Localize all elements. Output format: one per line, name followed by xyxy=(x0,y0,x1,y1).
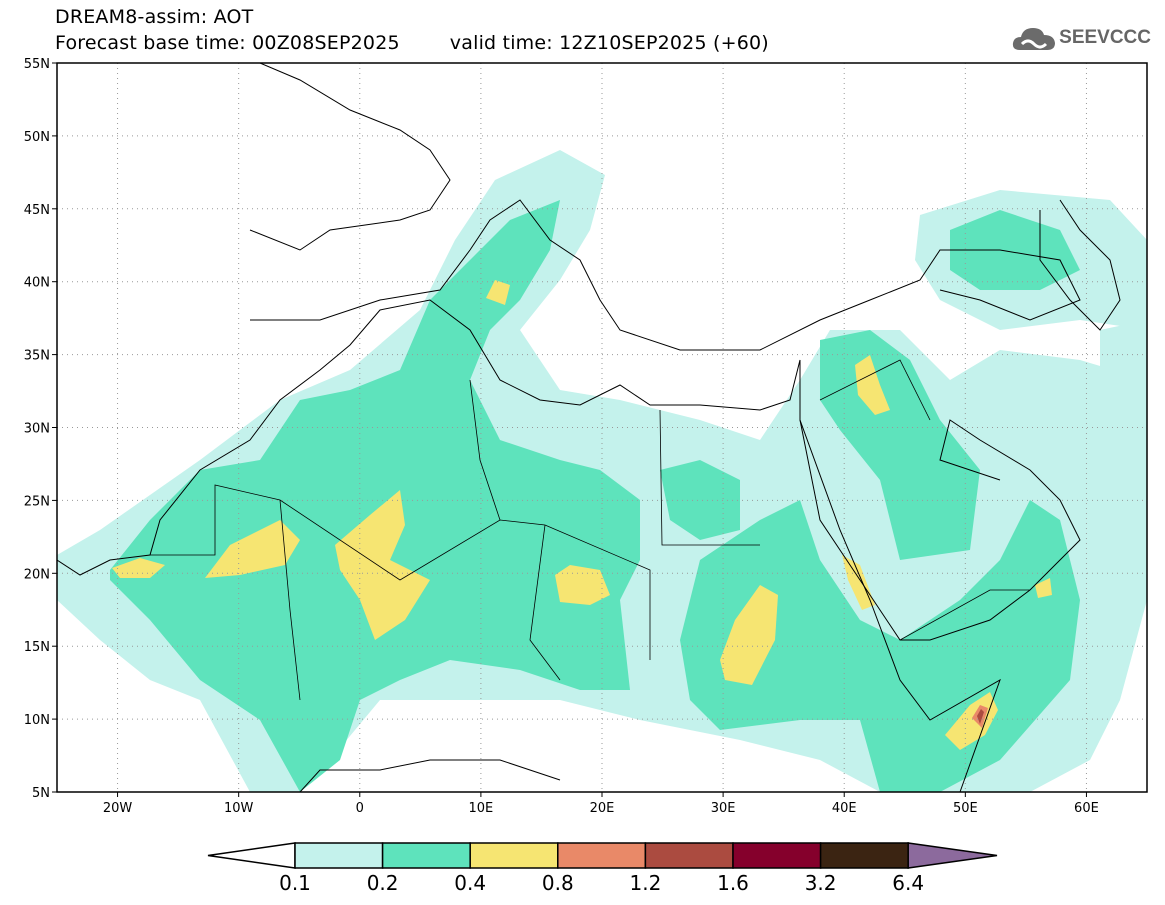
lon-tick-label: 20E xyxy=(590,801,615,816)
colorbar-label: 6.4 xyxy=(892,871,924,895)
lon-tick-label: 30E xyxy=(711,801,736,816)
colorbar-label: 1.6 xyxy=(717,871,749,895)
colorbar-under-triangle xyxy=(207,842,296,869)
colorbar-swatch xyxy=(644,842,734,869)
aot-level-1.2 xyxy=(977,709,984,724)
axis-ticks: 55N 50N 45N 40N 35N 30N 25N 20N 15N 10N 5N 20W 10W 0 1… xyxy=(24,57,1099,816)
aot-field xyxy=(57,150,1147,792)
lon-tick-label: 0 xyxy=(356,801,364,816)
colorbar: 0.1 0.2 0.4 0.8 1.2 1.6 3.2 6.4 xyxy=(207,842,998,895)
colorbar-over-triangle xyxy=(907,842,998,869)
base-time: Forecast base time: 00Z08SEP2025 xyxy=(55,32,400,54)
lon-tick-label: 20W xyxy=(103,801,133,816)
lat-tick-label: 45N xyxy=(24,203,50,218)
aot-level-0.4 xyxy=(112,280,1052,750)
map-title: DREAM8-assim: AOT xyxy=(55,6,254,28)
colorbar-swatch xyxy=(557,842,647,869)
logo-text: SEEVCCC xyxy=(1059,27,1151,48)
lat-tick-label: 40N xyxy=(24,276,50,291)
colorbar-swatch xyxy=(732,842,822,869)
lat-tick-label: 5N xyxy=(32,786,50,801)
colorbar-swatch xyxy=(381,842,471,869)
lat-tick-label: 35N xyxy=(24,349,50,364)
lat-tick-label: 25N xyxy=(24,494,50,509)
colorbar-swatch xyxy=(819,842,909,869)
country-borders xyxy=(150,359,1030,701)
lat-tick-label: 55N xyxy=(24,57,50,72)
lat-tick-label: 50N xyxy=(24,130,50,145)
colorbar-swatch xyxy=(294,842,384,869)
lon-tick-label: 40E xyxy=(832,801,857,816)
colorbar-swatch xyxy=(469,842,559,869)
lat-tick-label: 20N xyxy=(24,567,50,582)
lon-tick-label: 60E xyxy=(1074,801,1099,816)
lon-tick-label: 10E xyxy=(469,801,494,816)
colorbar-label: 3.2 xyxy=(805,871,837,895)
colorbar-label: 1.2 xyxy=(629,871,661,895)
seevccc-logo: SEEVCCC xyxy=(1012,24,1151,52)
colorbar-label: 0.4 xyxy=(454,871,486,895)
colorbar-label: 0.8 xyxy=(542,871,574,895)
coastlines xyxy=(57,63,1121,792)
cloud-icon xyxy=(1013,28,1056,50)
lon-tick-label: 50E xyxy=(953,801,978,816)
lat-tick-label: 10N xyxy=(24,713,50,728)
colorbar-label: 0.2 xyxy=(367,871,399,895)
lat-tick-label: 15N xyxy=(24,640,50,655)
valid-time: valid time: 12Z10SEP2025 (+60) xyxy=(449,32,769,54)
lon-tick-label: 10W xyxy=(224,801,254,816)
lat-tick-label: 30N xyxy=(24,422,50,437)
map-subtitle: Forecast base time: 00Z08SEP2025 valid ti… xyxy=(55,32,769,54)
colorbar-label: 0.1 xyxy=(279,871,311,895)
